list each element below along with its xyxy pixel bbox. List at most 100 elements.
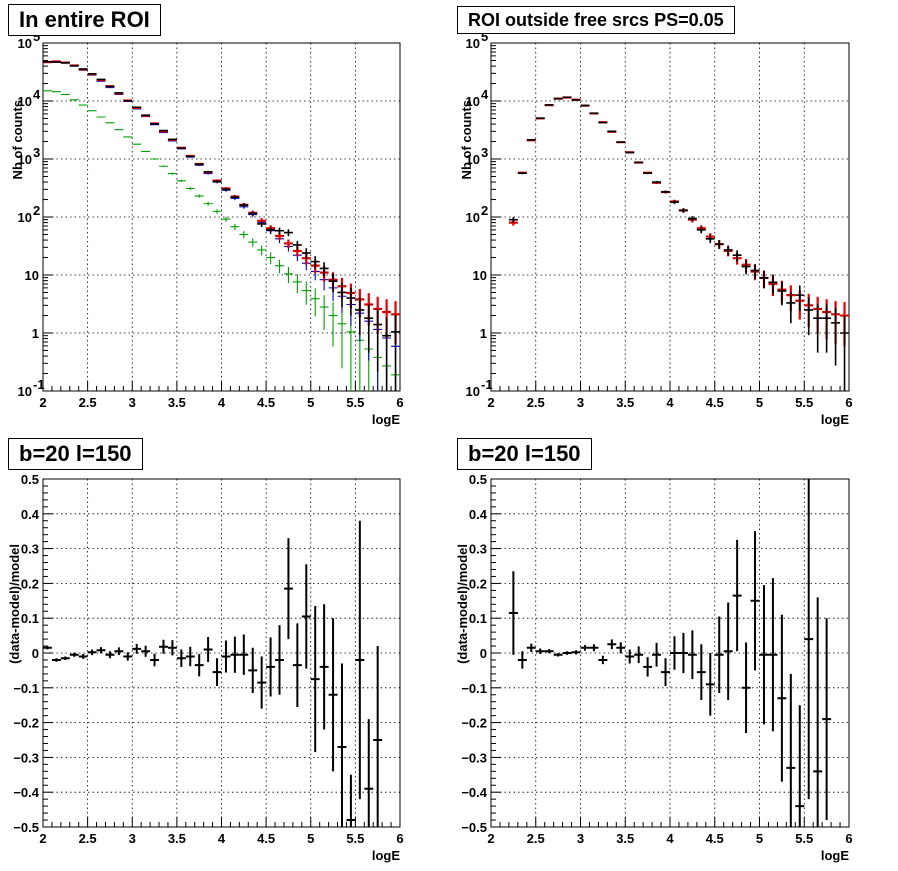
x-tick-label: 2 [487, 395, 494, 410]
x-tick-label: 5 [756, 395, 763, 410]
x-tick-label: 4 [218, 831, 226, 846]
y-tick-label: −0.1 [13, 681, 39, 696]
data-point [813, 597, 823, 827]
y-tick-label: −0.5 [13, 820, 39, 835]
data-point [355, 297, 365, 336]
data-point [230, 223, 240, 230]
y-tick-label: 10 [18, 384, 32, 399]
panel-title-entire-roi: In entire ROI [8, 4, 161, 36]
x-tick-label: 5.5 [795, 831, 813, 846]
panel-residuals-right: 2 2.5 3 3.5 4 4.5 5 5.5 6 −0.5 −0.4 −0.3 −0.2 −0.1 0 0.… [455, 472, 853, 863]
data-point [625, 649, 635, 664]
y-tick-label: 0.1 [469, 611, 487, 626]
panel-title-residuals-right: b=20 l=150 [457, 438, 592, 470]
y-tick-label: −0.3 [13, 750, 39, 765]
data-point [553, 653, 563, 657]
data-point [221, 640, 231, 673]
data-point [822, 304, 832, 353]
y-tick-exponent: 3 [481, 145, 488, 160]
x-axis-label: logE [821, 848, 849, 863]
x-tick-label: 4.5 [706, 395, 724, 410]
data-point [176, 147, 186, 149]
x-tick-label: 2.5 [79, 831, 97, 846]
data-point [96, 116, 106, 118]
y-tick-label: −0.3 [461, 750, 487, 765]
data-point [678, 208, 688, 213]
y-tick-label: 0.4 [21, 507, 40, 522]
x-tick-label: 3 [129, 831, 136, 846]
y-tick-label: −0.1 [461, 681, 487, 696]
x-tick-label: 5 [307, 831, 314, 846]
data-point [625, 151, 635, 154]
data-point [159, 639, 168, 654]
data-point [786, 291, 796, 324]
x-tick-label: 5.5 [795, 395, 813, 410]
data-point [535, 117, 545, 120]
data-point [176, 649, 186, 667]
data-point [60, 656, 70, 660]
data-point [723, 245, 733, 256]
y-tick-label: −0.4 [461, 785, 487, 800]
data-point [310, 606, 320, 753]
y-tick-label: 10 [466, 36, 480, 51]
data-point [150, 653, 160, 667]
y-tick-exponent: 2 [481, 203, 488, 218]
data-point [526, 643, 536, 652]
data-point [292, 274, 302, 294]
x-tick-label: 3.5 [616, 831, 634, 846]
data-point [589, 644, 599, 652]
y-axis-label: Nb of counts [459, 100, 474, 179]
x-tick-label: 4 [218, 395, 226, 410]
data-series [43, 60, 400, 344]
data-point [696, 226, 706, 234]
data-point [150, 158, 160, 160]
data-point [634, 646, 644, 664]
data-point [275, 227, 284, 235]
data-point [176, 179, 186, 183]
data-point [167, 172, 177, 175]
y-tick-label: 0.2 [469, 576, 487, 591]
data-point [328, 273, 338, 293]
data-point [634, 161, 644, 164]
data-point [212, 209, 222, 214]
x-tick-label: 6 [845, 831, 852, 846]
data-point [382, 317, 392, 391]
data-point [687, 216, 697, 222]
data-point [652, 642, 662, 667]
data-point [292, 240, 302, 250]
y-tick-exponent: 4 [481, 87, 489, 102]
data-point [391, 314, 400, 391]
data-point [535, 648, 545, 655]
data-point [275, 625, 284, 695]
x-tick-label: 5 [307, 395, 314, 410]
y-tick-exponent: 5 [33, 29, 40, 44]
x-tick-label: 4.5 [706, 831, 724, 846]
data-point [795, 285, 805, 312]
y-tick-exponent: 3 [33, 145, 40, 160]
data-point [364, 304, 374, 353]
data-point [526, 139, 536, 141]
y-tick-label: −0.5 [461, 820, 487, 835]
data-point [571, 650, 581, 655]
data-point [813, 304, 823, 353]
data-point [337, 283, 347, 308]
data-point [508, 571, 518, 655]
plot-frame [490, 42, 850, 392]
data-point [87, 649, 97, 656]
data-point [194, 194, 204, 198]
data-point [804, 297, 814, 336]
panel-title-residuals-left: b=20 l=150 [8, 438, 143, 470]
data-point [185, 646, 195, 667]
data-point [714, 616, 724, 694]
data-point [248, 211, 258, 216]
x-tick-label: 4 [666, 831, 674, 846]
x-tick-label: 3.5 [168, 395, 186, 410]
data-point [598, 121, 608, 124]
panel-title-outside-free-srcs: ROI outside free srcs PS=0.05 [457, 6, 735, 34]
data-point [87, 110, 97, 112]
data-point [203, 636, 213, 663]
y-tick-label: −0.2 [461, 716, 487, 731]
data-point [283, 538, 293, 640]
data-point [275, 259, 284, 274]
